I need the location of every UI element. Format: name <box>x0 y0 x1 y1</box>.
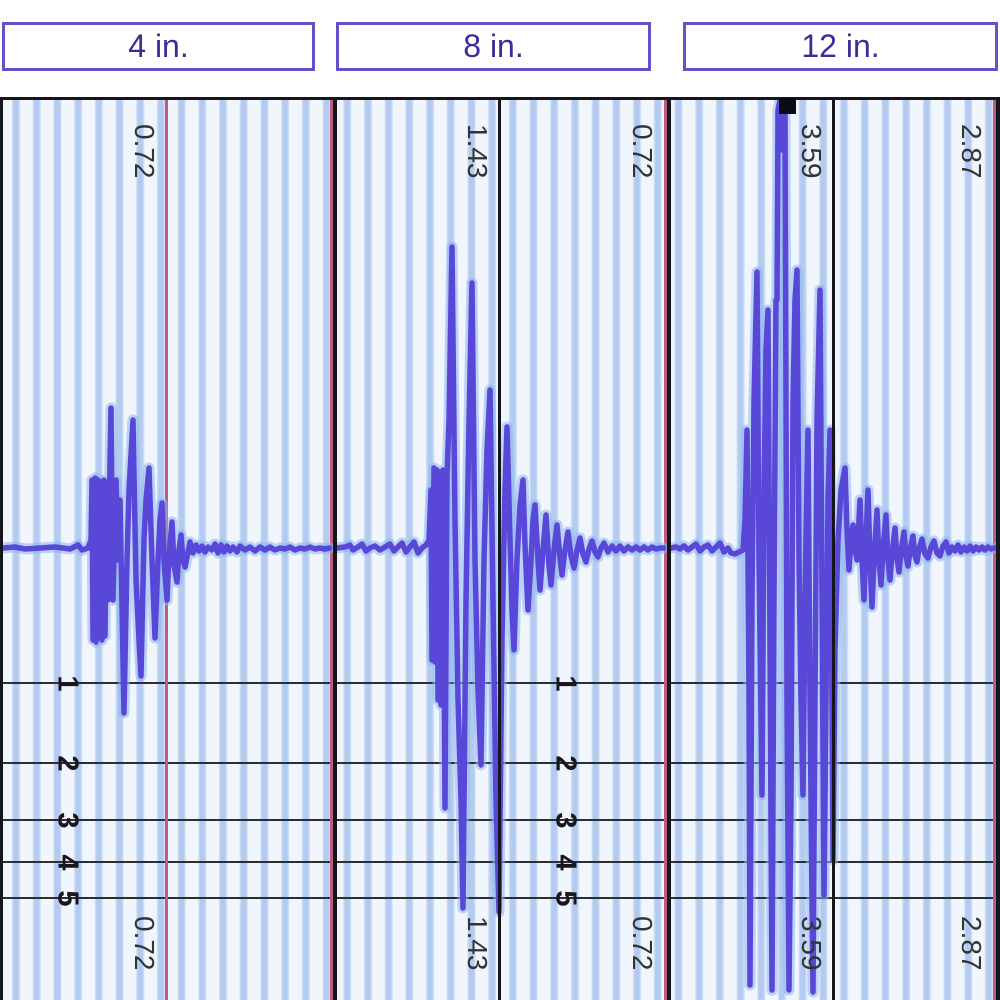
drop-height-header-4in: 4 in. <box>2 22 315 71</box>
reading-label-top: 2.87 <box>956 124 987 179</box>
peak-marker-square <box>779 98 796 114</box>
panel-divider-black <box>996 100 1000 1000</box>
panel-divider-black <box>333 100 337 1000</box>
cursor-line-black <box>832 100 835 1000</box>
reading-label-bottom: 0.72 <box>627 916 658 971</box>
panel-divider-black <box>667 100 671 1000</box>
drop-height-header-8in: 8 in. <box>336 22 651 71</box>
waveform-main-panel-1 <box>0 405 333 716</box>
reading-label-bottom: 3.59 <box>796 916 827 971</box>
drop-height-header-12in: 12 in. <box>683 22 998 71</box>
chart-border-top <box>0 97 1000 100</box>
reading-label-top: 3.59 <box>796 124 827 179</box>
reading-label-bottom: 1.43 <box>462 916 493 971</box>
reading-label-bottom: 0.72 <box>129 916 160 971</box>
reading-label-top: 1.43 <box>462 124 493 179</box>
reading-label-top: 0.72 <box>627 124 658 179</box>
reading-label-top: 0.72 <box>129 124 160 179</box>
chart-border-left <box>0 97 3 1000</box>
cursor-line-black <box>498 100 501 1000</box>
reading-label-bottom: 2.87 <box>956 916 987 971</box>
waveform-main-panel-2 <box>334 244 667 915</box>
seismograph-waveforms <box>0 97 1000 998</box>
